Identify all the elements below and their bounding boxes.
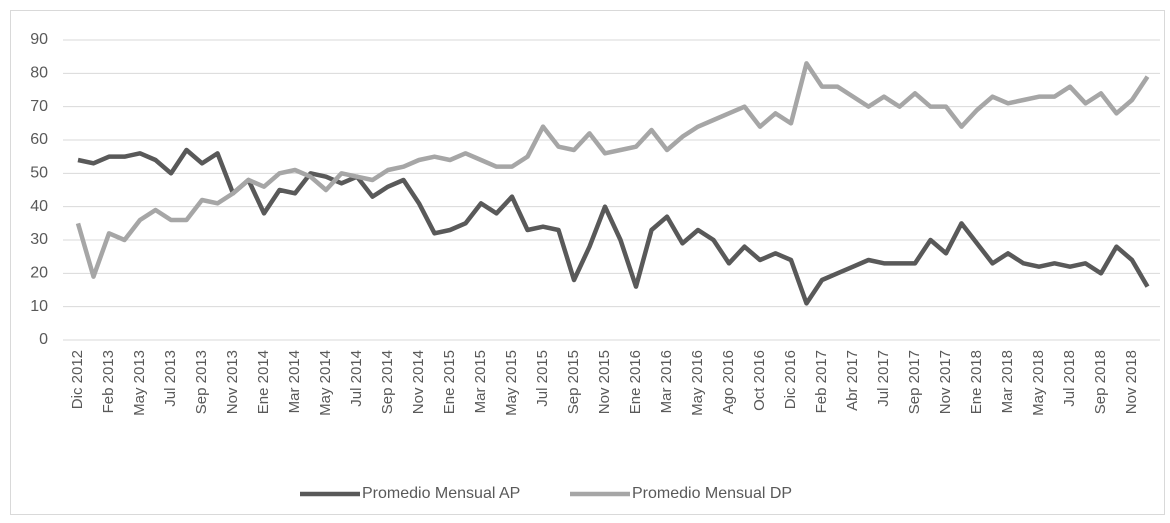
x-tick-label: Ene 2015 <box>441 350 458 414</box>
chart-border <box>10 10 1165 515</box>
x-tick-label: Sep 2015 <box>565 350 582 414</box>
x-tick-label: May 2015 <box>503 350 520 416</box>
legend-label: Promedio Mensual DP <box>632 485 792 502</box>
y-tick-label: 80 <box>30 65 48 82</box>
series-line <box>75 61 1150 279</box>
x-tick-label: May 2013 <box>131 350 148 416</box>
x-tick-label: Mar 2015 <box>472 350 489 413</box>
x-tick-label: Feb 2013 <box>100 350 117 413</box>
y-tick-label: 90 <box>30 31 48 48</box>
x-tick-label: Nov 2018 <box>1123 350 1140 414</box>
x-tick-label: Jul 2013 <box>162 350 179 407</box>
x-tick-label: May 2018 <box>1030 350 1047 416</box>
x-tick-label: Nov 2015 <box>596 350 613 414</box>
x-tick-label: Jul 2017 <box>875 350 892 407</box>
x-tick-label: May 2016 <box>689 350 706 416</box>
x-tick-label: Dic 2012 <box>69 350 86 409</box>
y-tick-label: 30 <box>30 231 48 248</box>
x-tick-label: Feb 2017 <box>813 350 830 413</box>
x-tick-label: Oct 2016 <box>751 350 768 411</box>
x-tick-label: Dic 2016 <box>782 350 799 409</box>
x-tick-label: Abr 2017 <box>844 350 861 411</box>
y-tick-label: 40 <box>30 198 48 215</box>
y-tick-label: 50 <box>30 165 48 182</box>
y-tick-label: 60 <box>30 131 48 148</box>
x-tick-label: Jul 2015 <box>534 350 551 407</box>
y-tick-label: 0 <box>39 331 48 348</box>
x-tick-label: Nov 2014 <box>410 350 427 414</box>
y-tick-label: 70 <box>30 98 48 115</box>
x-tick-label: Ene 2018 <box>968 350 985 414</box>
series-line <box>77 147 1150 306</box>
x-tick-label: Ene 2014 <box>255 350 272 414</box>
x-tick-label: Mar 2016 <box>658 350 675 413</box>
x-tick-label: Nov 2017 <box>937 350 954 414</box>
x-tick-label: May 2014 <box>317 350 334 416</box>
x-tick-label: Nov 2013 <box>224 350 241 414</box>
y-tick-label: 10 <box>30 298 48 315</box>
x-tick-label: Mar 2014 <box>286 350 303 413</box>
x-tick-label: Ene 2016 <box>627 350 644 414</box>
y-tick-label: 20 <box>30 265 48 282</box>
x-tick-label: Sep 2017 <box>906 350 923 414</box>
x-tick-label: Sep 2014 <box>379 350 396 414</box>
x-tick-label: Jul 2014 <box>348 350 365 407</box>
x-tick-label: Mar 2018 <box>999 350 1016 413</box>
x-tick-label: Jul 2018 <box>1061 350 1078 407</box>
x-tick-label: Ago 2016 <box>720 350 737 414</box>
x-tick-label: Sep 2018 <box>1092 350 1109 414</box>
legend-label: Promedio Mensual AP <box>362 485 520 502</box>
x-tick-label: Sep 2013 <box>193 350 210 414</box>
